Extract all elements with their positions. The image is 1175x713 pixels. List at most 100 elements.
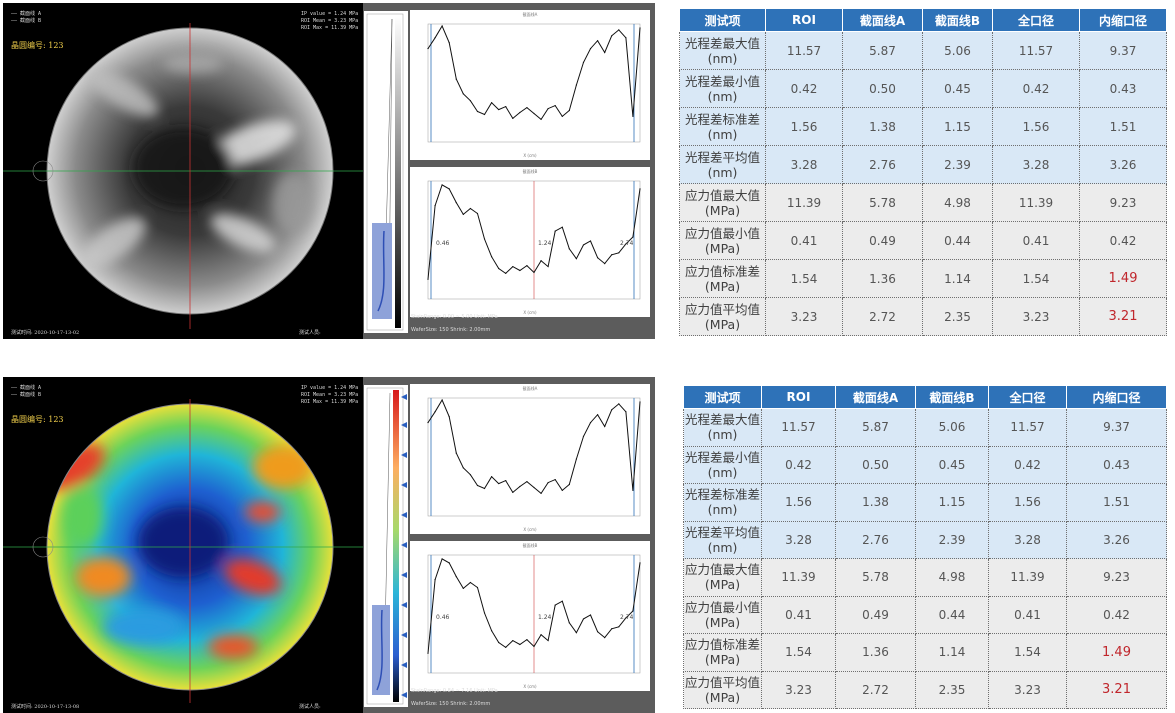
cell-value: 0.50 (842, 69, 923, 108)
cell-value: 3.23 (761, 670, 836, 709)
wafer-viewer[interactable]: —— 截面线 A —— 截面线 B IP value = 1.24 MPa RO… (3, 3, 363, 339)
row-label-name: 光程差平均值 (684, 524, 760, 540)
data-point (589, 421, 592, 424)
data-point (533, 645, 535, 648)
cell-value: 3.21 (1079, 297, 1167, 336)
data-point (476, 110, 479, 113)
data-point (448, 42, 450, 44)
wafer-viewer[interactable]: —— 截面线 A —— 截面线 B IP value = 1.24 MPa RO… (3, 377, 363, 713)
data-point (568, 483, 570, 486)
data-point (462, 467, 464, 469)
table-row: 应力值平均值 (MPa) 3.23 2.72 2.35 3.23 3.21 (679, 297, 1167, 336)
data-point (554, 604, 556, 606)
data-point (434, 578, 436, 581)
data-point (582, 244, 585, 246)
cell-value: 1.15 (922, 107, 993, 146)
row-label-unit: (MPa) (704, 202, 741, 218)
row-label-unit: (nm) (707, 502, 738, 518)
chart-a-xlabel: X (cm) (523, 527, 537, 532)
data-point (483, 238, 486, 240)
chart-b-xlabel: X (cm) (523, 310, 537, 315)
data-point (589, 614, 592, 616)
data-point (526, 480, 528, 483)
cell-value: 3.26 (1079, 145, 1167, 184)
data-point (547, 639, 549, 642)
data-point (483, 612, 486, 614)
cell-value: 2.35 (915, 670, 989, 709)
data-point (540, 260, 542, 262)
stain-range: StainRange: 0.00 ~ 5.00 Unit: MPa (411, 314, 498, 320)
table-row: 光程差最大值 (nm) 11.57 5.87 5.06 11.57 9.37 (683, 408, 1167, 447)
data-point (561, 489, 563, 492)
header-roi: ROI (761, 385, 836, 409)
profile-chart-b[interactable]: 截面线B X (cm) 0.46 1.24 2.74 (410, 167, 650, 317)
legend: —— 截面线 A —— 截面线 B (11, 385, 42, 398)
cell-value: 1.56 (765, 107, 843, 146)
table-row: 应力值最小值 (MPa) 0.41 0.49 0.44 0.41 0.42 (679, 221, 1167, 260)
profile-chart-a[interactable]: 截面线A X (cm) (410, 384, 650, 534)
cell-value: 5.06 (915, 408, 989, 447)
data-point (491, 102, 493, 104)
header-test-item: 测试项 (683, 385, 762, 409)
data-point (547, 265, 549, 268)
data-point (618, 252, 620, 254)
data-point (554, 479, 556, 481)
row-label: 应力值标准差 (MPa) (679, 259, 766, 298)
row-label-name: 应力值最大值 (684, 562, 760, 578)
data-point (561, 226, 563, 228)
profile-chart-b[interactable]: 截面线B X (cm) 0.46 1.24 2.74 (410, 541, 650, 691)
row-label-name: 应力值平均值 (684, 301, 760, 317)
data-point (448, 562, 450, 564)
chart-a-xlabel: X (cm) (523, 153, 537, 158)
data-point (589, 47, 592, 50)
table-row: 光程差最大值 (nm) 11.57 5.87 5.06 11.57 9.37 (679, 31, 1167, 70)
data-point (618, 403, 620, 405)
data-point (505, 480, 507, 482)
data-point (625, 37, 627, 39)
data-point (462, 213, 464, 216)
cell-value: 2.72 (835, 670, 916, 709)
header-inner-aperture: 内缩口径 (1066, 385, 1167, 409)
chart-a-title: 截面线A (522, 12, 538, 17)
data-point (483, 487, 486, 490)
data-point (632, 236, 634, 238)
data-point (575, 458, 577, 460)
cell-value: 3.28 (765, 145, 843, 184)
cell-value: 0.44 (915, 595, 989, 634)
data-point (540, 634, 542, 636)
cell-value: 1.54 (765, 259, 843, 298)
row-label: 应力值平均值 (MPa) (683, 670, 762, 709)
data-point (547, 481, 549, 484)
cell-value: 2.39 (922, 145, 993, 184)
row-label: 应力值最大值 (MPa) (679, 183, 766, 222)
data-point (519, 269, 521, 272)
data-point (512, 117, 514, 119)
plot-frame (427, 23, 641, 143)
data-point (434, 411, 436, 413)
row-label: 应力值标准差 (MPa) (683, 633, 762, 672)
color-scale-bar[interactable] (364, 11, 408, 333)
profile-chart-a[interactable]: 截面线A X (cm) (410, 10, 650, 160)
color-scale-bar[interactable] (364, 385, 408, 707)
row-label-unit: (nm) (707, 464, 738, 480)
data-point (498, 267, 500, 270)
cell-value: 11.39 (765, 183, 843, 222)
table-row: 应力值最大值 (MPa) 11.39 5.78 4.98 11.39 9.23 (679, 183, 1167, 222)
row-label-unit: (nm) (707, 88, 738, 104)
cell-value: 11.57 (988, 408, 1067, 447)
cell-value: 5.78 (835, 558, 916, 597)
cell-value: 0.41 (761, 595, 836, 634)
row-label-name: 光程差标准差 (684, 111, 760, 127)
cell-value: 1.14 (922, 259, 993, 298)
data-point (568, 248, 570, 250)
data-point (554, 105, 556, 107)
data-point (561, 600, 563, 602)
table-row: 应力值平均值 (MPa) 3.23 2.72 2.35 3.23 3.21 (683, 670, 1167, 709)
row-label-unit: (MPa) (704, 652, 741, 668)
cell-value: 11.57 (761, 408, 836, 447)
data-point (519, 485, 521, 488)
data-point (540, 118, 542, 120)
cell-value: 1.56 (761, 483, 836, 522)
cell-value: 3.23 (765, 297, 843, 336)
wafer-image (3, 399, 363, 703)
